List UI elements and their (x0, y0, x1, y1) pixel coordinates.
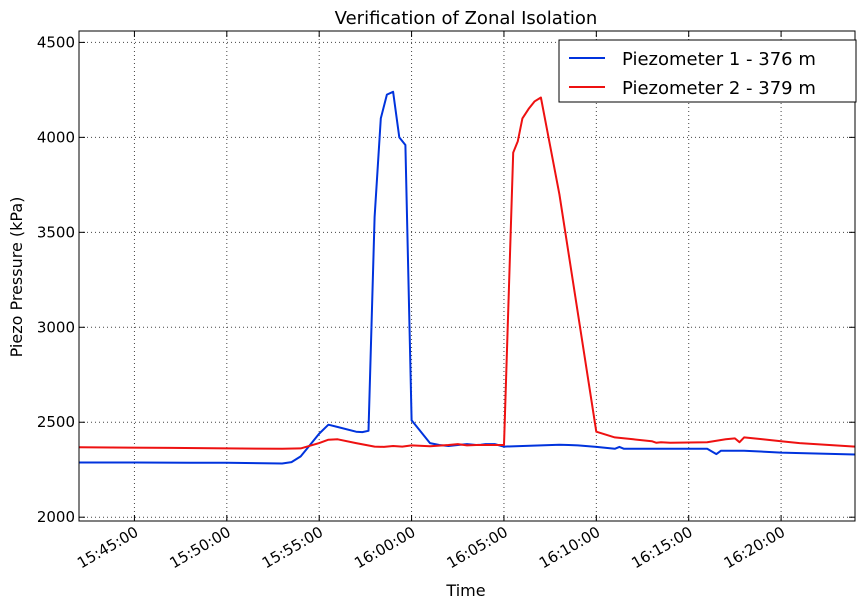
y-tick-labels: 2000 2500 3000 3500 4000 4500 (37, 33, 75, 526)
legend-entry-series-1: Piezometer 1 - 376 m (622, 49, 816, 70)
series-group (78, 90, 856, 465)
series-line-2 (78, 96, 856, 450)
legend: Piezometer 1 - 376 m Piezometer 2 - 379 … (558, 39, 857, 103)
y-tick-label: 3500 (37, 223, 75, 241)
plot-frame (78, 30, 856, 522)
y-tick-label: 4000 (37, 128, 75, 146)
x-tick-label: 16:15:00 (628, 523, 695, 572)
x-tick-label: 16:20:00 (721, 523, 788, 572)
x-tick-label: 15:55:00 (259, 523, 326, 572)
y-tick-label: 2000 (37, 508, 75, 526)
legend-box (558, 39, 857, 103)
x-tick-label: 16:05:00 (444, 523, 511, 572)
x-tick-labels: 15:45:00 15:50:00 15:55:00 16:00:00 16:05:00… (74, 523, 788, 572)
y-tick-label: 2500 (37, 413, 75, 431)
x-tick-label: 15:50:00 (166, 523, 233, 572)
y-axis-label: Piezo Pressure (kPa) (7, 197, 26, 358)
x-tick-label: 16:00:00 (351, 523, 418, 572)
y-tick-label: 3000 (37, 318, 75, 336)
y-tick-label: 4500 (37, 33, 75, 51)
x-tick-label: 16:10:00 (536, 523, 603, 572)
x-axis-label: Time (445, 581, 485, 600)
x-tick-label: 15:45:00 (74, 523, 141, 572)
chart-title: Verification of Zonal Isolation (335, 8, 598, 29)
legend-entry-series-2: Piezometer 2 - 379 m (622, 78, 816, 99)
